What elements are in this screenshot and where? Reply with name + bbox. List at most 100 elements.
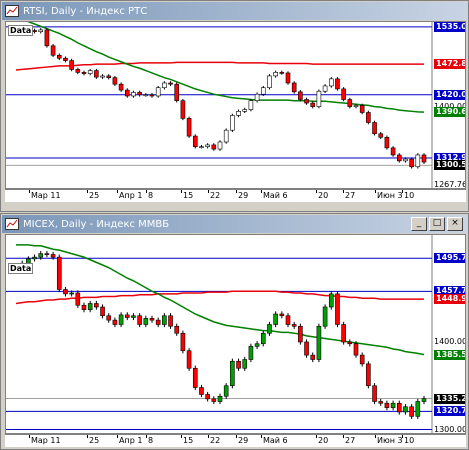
candle-body <box>87 303 93 310</box>
candle-body <box>310 102 316 107</box>
maximize-button[interactable]: □ <box>429 217 445 231</box>
rtsi-chart-svg <box>6 22 433 188</box>
candle-body <box>384 136 390 149</box>
candle-body <box>44 253 50 255</box>
candle-body <box>87 70 93 74</box>
candle-body <box>112 319 118 325</box>
price-label: 1267.76 <box>434 179 466 189</box>
candle-body <box>81 72 87 74</box>
micex-titlebar[interactable]: MICEX, Daily - Индекс ММВБ _ □ × <box>2 215 467 233</box>
rtsi-plot-area[interactable]: Data 1535.05 1472.80 1420.001400.001390.68… <box>5 21 466 189</box>
candle-body <box>137 92 142 96</box>
candle-body <box>236 111 241 116</box>
date-tick <box>208 435 209 438</box>
date-label: 27 <box>345 436 356 445</box>
candle-body <box>143 94 149 97</box>
candle-body <box>223 385 229 397</box>
candle-body <box>267 75 272 89</box>
candle-body <box>242 359 248 369</box>
candle-body <box>279 313 285 317</box>
rtsi-titlebar[interactable]: RTSI, Daily - Индекс РТС <box>2 2 467 20</box>
date-label: 10 <box>404 191 415 200</box>
candle-body <box>94 303 99 308</box>
candle-body <box>285 315 291 325</box>
candle-body <box>199 387 204 395</box>
candle-body <box>316 90 322 107</box>
date-label: 22 <box>210 191 221 200</box>
micex-plot-area[interactable]: Data 1495.73 1457.791448.98 1400.00 1385.57… <box>5 234 466 434</box>
close-button[interactable]: × <box>447 217 463 231</box>
candle-body <box>254 93 260 101</box>
candle-body <box>415 401 421 417</box>
price-label: 1390.68 <box>434 107 465 118</box>
date-tick <box>87 435 88 438</box>
candle-body <box>100 75 105 78</box>
candle-body <box>205 394 210 400</box>
candle-body <box>56 256 62 290</box>
minimize-button[interactable]: _ <box>411 217 427 231</box>
candle-body <box>168 82 173 85</box>
candle-body <box>131 92 136 97</box>
candle-body <box>199 146 204 149</box>
candle-body <box>335 293 340 325</box>
candle-body <box>285 72 291 84</box>
candle-body <box>242 109 248 112</box>
price-label: 1420.00 <box>434 89 465 100</box>
candle-body <box>341 88 346 100</box>
price-label: 1448.98 <box>434 294 465 305</box>
date-tick <box>261 435 262 438</box>
ma-long-line <box>15 290 425 305</box>
price-label: 1472.80 <box>434 58 465 69</box>
date-tick <box>402 190 403 193</box>
candle-body <box>260 87 266 95</box>
date-label: Июн 3 <box>377 436 403 445</box>
date-tick <box>181 190 182 193</box>
candle-body <box>174 325 180 334</box>
candle-body <box>149 318 155 321</box>
date-label: Мар 11 <box>31 191 61 200</box>
date-tick <box>208 190 209 193</box>
candle-body <box>409 158 414 168</box>
date-label: 20 <box>318 191 329 200</box>
candle-body <box>69 292 74 295</box>
price-label: 1400.00 <box>434 101 466 111</box>
date-label: 15 <box>183 436 194 445</box>
price-label: 1457.79 <box>434 286 465 297</box>
candle-body <box>124 89 130 97</box>
price-label: 1320.76 <box>434 406 465 417</box>
candle-body <box>124 314 130 318</box>
date-tick <box>146 190 147 193</box>
chart-window-icon <box>5 218 19 230</box>
date-label: Апр 1 <box>119 191 143 200</box>
candle-body <box>106 315 112 321</box>
candle-body <box>322 85 328 92</box>
rtsi-window-title: RTSI, Daily - Индекс РТС <box>23 5 148 17</box>
candle-body <box>353 343 359 356</box>
candle-body <box>118 83 124 91</box>
candle-body <box>328 78 334 87</box>
date-tick <box>146 435 147 438</box>
candle-body <box>174 83 180 101</box>
candle-body <box>316 325 322 360</box>
candle-body <box>390 402 396 408</box>
candle-body <box>217 395 223 402</box>
date-label: Апр 1 <box>119 436 143 445</box>
micex-time-axis: Мар 11 25 Апр 1 8 15 22 29 Май 6 20 27 Июн 3 10 <box>5 434 466 447</box>
date-label: 20 <box>318 436 329 445</box>
candle-body <box>180 100 186 119</box>
candle-body <box>396 154 402 162</box>
candle-body <box>192 367 198 388</box>
candle-body <box>273 72 278 77</box>
candle-body <box>328 293 334 308</box>
candle-body <box>359 354 365 365</box>
candle-body <box>230 360 235 387</box>
candle-body <box>372 385 377 402</box>
candle-body <box>304 341 309 356</box>
candle-body <box>155 319 161 325</box>
candle-body <box>180 332 186 352</box>
candle-body <box>217 141 223 150</box>
candle-body <box>211 144 217 150</box>
date-tick <box>343 190 344 193</box>
price-label: 1385.57 <box>434 349 465 360</box>
date-label: 8 <box>148 436 154 445</box>
